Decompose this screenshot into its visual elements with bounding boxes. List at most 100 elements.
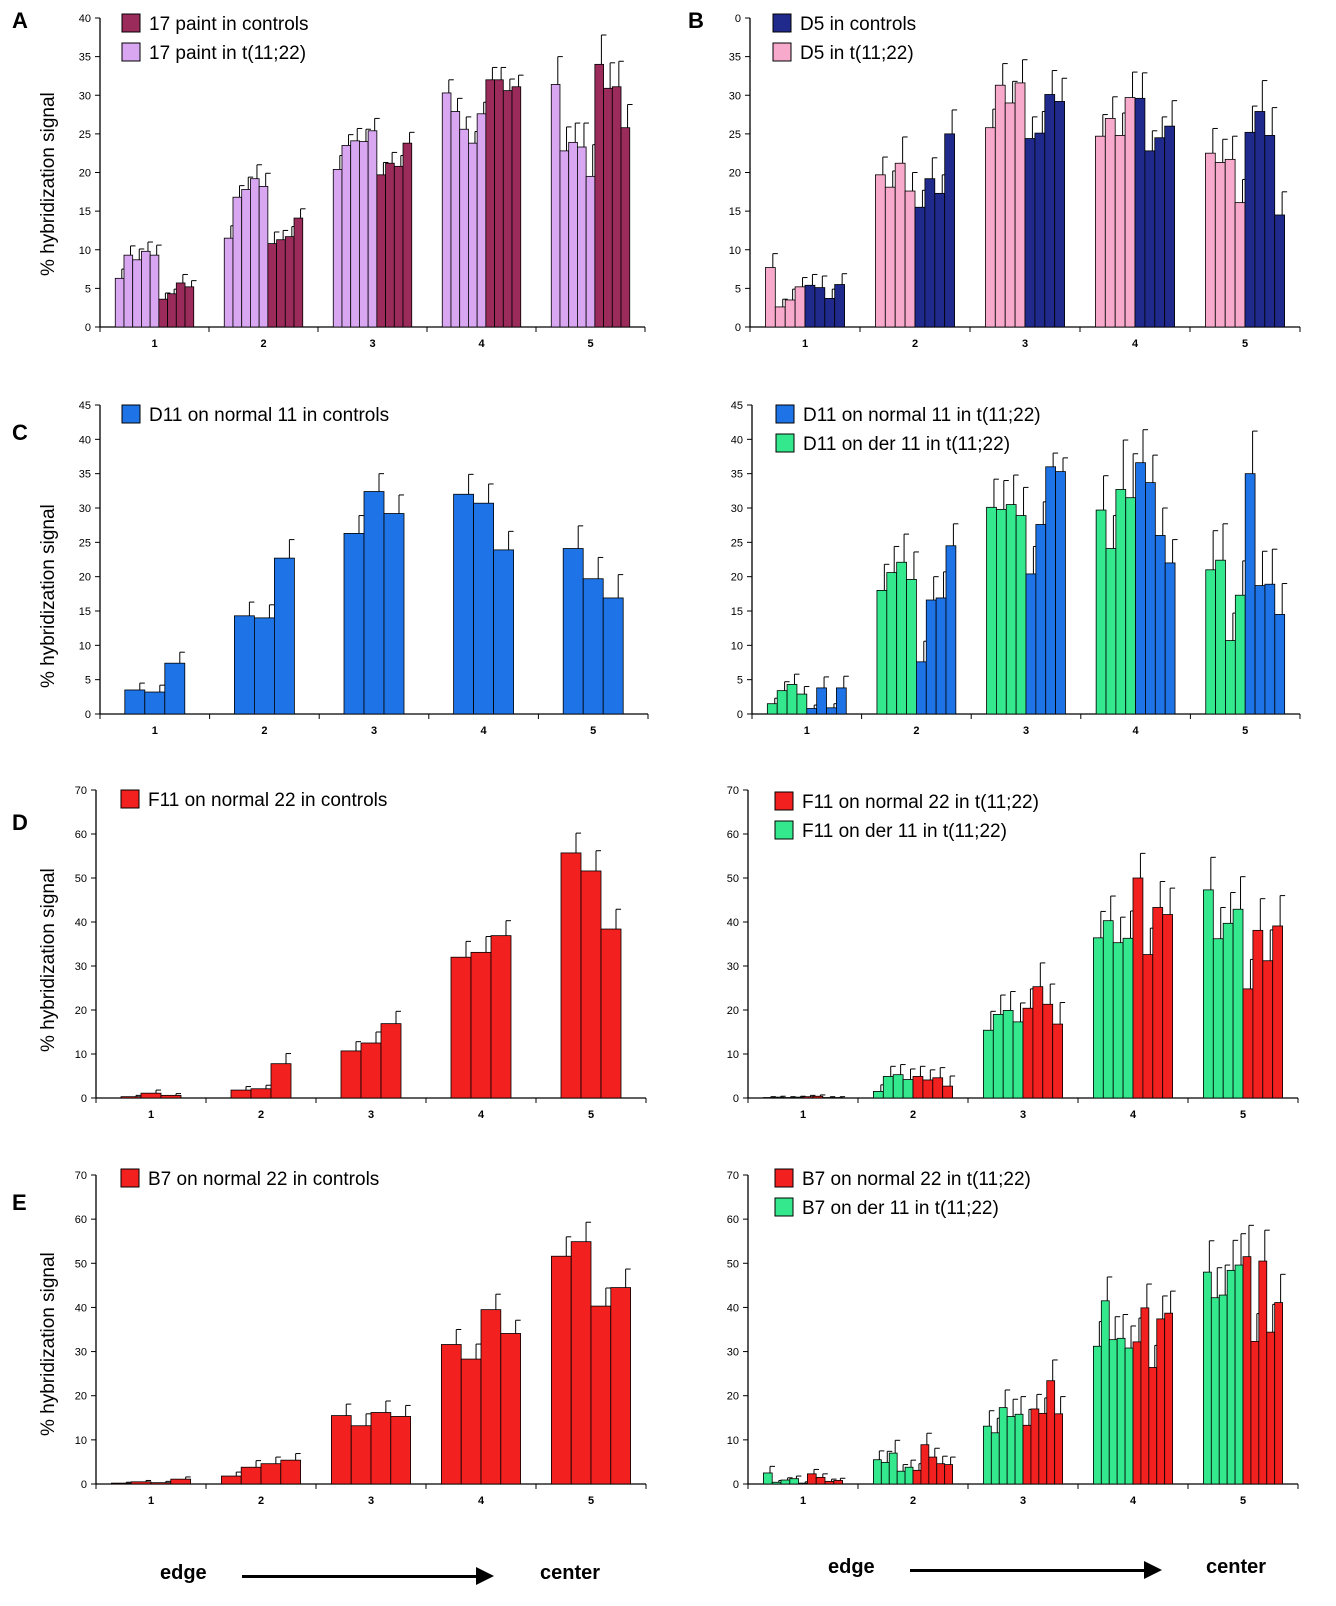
y-tick-label-c-right: 20 [731, 572, 743, 584]
bar-e-right [1203, 1271, 1212, 1485]
bar-d-right [1242, 988, 1254, 1099]
y-tick-label-c-right: 10 [731, 640, 743, 652]
y-tick-label-a: 35 [79, 52, 91, 64]
bar-c-left [253, 617, 275, 715]
bar-e-right [789, 1478, 799, 1485]
panel-letter-d: D [12, 810, 28, 835]
bar-b [794, 286, 806, 328]
y-tick-label-c-right: 0 [737, 709, 743, 721]
y-tick-label-b: 15 [729, 206, 741, 218]
bar-d-right [1022, 1007, 1034, 1099]
bar-e-right [912, 1469, 922, 1485]
x-tick-label-c-left: 2 [261, 725, 267, 737]
direction-arrow-left [242, 1567, 494, 1585]
bar-a [258, 186, 269, 328]
bar-d-right [832, 1097, 844, 1099]
bar-b [1264, 135, 1276, 328]
bar-e-right [1093, 1345, 1102, 1485]
y-tick-label-c-left: 25 [79, 537, 91, 549]
bar-e-right [888, 1452, 898, 1485]
bar-e-right [824, 1480, 835, 1485]
bar-e-right [1006, 1416, 1016, 1485]
y-tick-label-d-left: 0 [81, 1093, 87, 1105]
y-tick-label-c-left: 30 [79, 503, 91, 515]
x-tick-label-b: 3 [1022, 338, 1028, 350]
y-tick-label-c-left: 20 [79, 572, 91, 584]
bar-c-right [1055, 471, 1066, 715]
bar-d-right [892, 1074, 904, 1099]
y-tick-label-c-right: 15 [731, 606, 743, 618]
bar-b [1114, 135, 1126, 328]
bar-d-left [380, 1023, 402, 1099]
bar-d-right [873, 1091, 884, 1099]
y-tick-label-c-left: 35 [79, 469, 91, 481]
y-tick-label-d-right: 70 [727, 785, 739, 797]
y-tick-label-a: 25 [79, 129, 91, 141]
x-tick-label-c-left: 5 [590, 725, 596, 737]
bar-e-left [610, 1287, 631, 1485]
bar-a [276, 239, 286, 328]
bar-d-left [470, 951, 492, 1099]
bar-d-right [1132, 877, 1144, 1099]
bar-e-left [280, 1459, 301, 1485]
bar-d-right [1042, 1003, 1054, 1099]
bar-b [804, 284, 816, 328]
bar-c-right [876, 590, 888, 715]
legend-label-c-right: D11 on normal 11 in t(11;22) [803, 405, 1041, 426]
bar-d-right [1212, 938, 1224, 1099]
x-tick-label-d-right: 4 [1130, 1109, 1137, 1121]
bar-e-right [880, 1461, 890, 1485]
bar-d-right [1112, 942, 1124, 1099]
y-tick-label-a: 5 [85, 283, 91, 295]
x-tick-label-a: 1 [151, 338, 157, 350]
bar-b [1044, 94, 1056, 328]
x-tick-label-a: 5 [587, 338, 593, 350]
y-tick-label-c-right: 5 [737, 675, 743, 687]
bar-c-right [796, 693, 808, 715]
y-tick-label-a: 10 [79, 245, 91, 257]
x-tick-label-e-right: 5 [1240, 1495, 1246, 1507]
bar-b [1054, 101, 1065, 328]
bar-c-right [945, 545, 957, 715]
y-tick-label-d-left: 60 [75, 829, 87, 841]
bar-d-left [230, 1089, 252, 1099]
bar-d-right [822, 1097, 834, 1099]
legend-swatch-e-right [774, 1168, 794, 1188]
x-tick-label-c-left: 4 [481, 725, 488, 737]
bar-a [267, 243, 277, 328]
bar-d-left [250, 1088, 272, 1099]
y-tick-label-a: 20 [79, 168, 91, 180]
bar-b [924, 178, 936, 328]
bar-b [934, 192, 946, 328]
bar-a [332, 169, 343, 328]
y-tick-label-c-left: 0 [85, 709, 91, 721]
y-tick-label-e-left: 60 [75, 1214, 87, 1226]
bar-b [824, 298, 836, 328]
bar-b [1154, 137, 1166, 328]
bar-b [1095, 135, 1106, 328]
bar-e-left [500, 1333, 521, 1485]
bar-d-right [902, 1079, 914, 1099]
y-tick-label-e-right: 50 [727, 1258, 739, 1270]
bar-c-right [1125, 497, 1136, 715]
bar-e-right [1108, 1339, 1118, 1485]
legend-swatch-c-right [775, 433, 795, 453]
bar-a [603, 87, 613, 328]
bar-d-left [490, 935, 512, 1099]
bar-c-right [786, 684, 798, 715]
bar-c-left [343, 533, 365, 715]
y-tick-label-b: 0 [735, 322, 741, 334]
bar-e-right [1210, 1297, 1220, 1485]
bar-c-right [1164, 562, 1176, 715]
y-tick-label-b: 0 [735, 13, 741, 25]
y-tick-label-c-left: 40 [79, 434, 91, 446]
legend-swatch-a [121, 13, 141, 33]
bar-e-right [771, 1481, 782, 1485]
bar-c-right [935, 597, 947, 715]
bar-e-right [1100, 1300, 1110, 1485]
bar-d-left [120, 1096, 142, 1099]
bar-e-left [460, 1358, 482, 1485]
bar-c-left [144, 691, 166, 715]
